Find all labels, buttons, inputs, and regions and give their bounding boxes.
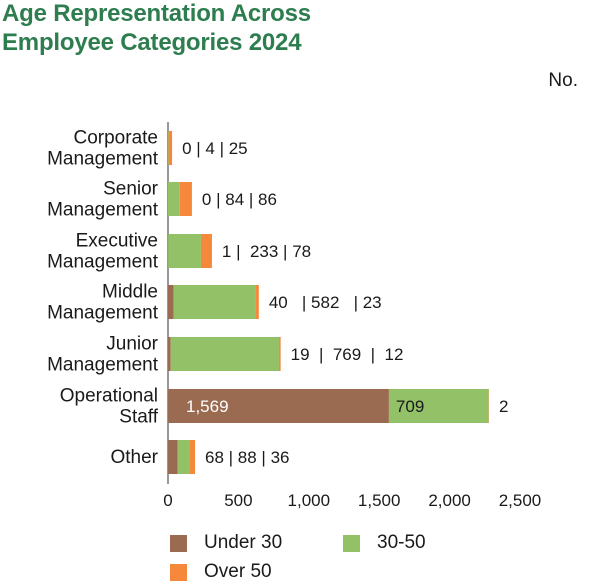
chart-title-line-2: Employee Categories 2024 xyxy=(2,29,302,56)
bar-under30 xyxy=(168,337,171,371)
x-tick-label: 500 xyxy=(224,491,252,510)
category-label: Management xyxy=(47,200,159,221)
data-label: 19 | 769 | 12 xyxy=(291,345,404,364)
chart-title-line-1: Age Representation Across xyxy=(2,0,311,27)
bar-over50 xyxy=(200,234,212,268)
data-label: 2 xyxy=(499,397,508,416)
legend-item-mid: 30-50 xyxy=(343,532,426,554)
category-label: Corporate xyxy=(74,128,159,149)
x-tick-label: 2,500 xyxy=(499,491,542,510)
category-label: Junior xyxy=(106,334,158,355)
bar-over50 xyxy=(189,440,196,474)
data-label: 0 | 84 | 86 xyxy=(202,190,277,209)
category-label: Senior xyxy=(103,179,159,200)
bar-over50 xyxy=(168,131,173,165)
legend-item-under30: Under 30 xyxy=(170,532,282,554)
bar-mid xyxy=(168,131,169,165)
category-label: Other xyxy=(110,447,158,468)
data-label: 1 | 233 | 78 xyxy=(222,242,311,261)
bar-over50 xyxy=(255,285,259,319)
legend-label: Under 30 xyxy=(204,532,283,553)
x-tick-label: 0 xyxy=(163,491,172,510)
legend-label: 30-50 xyxy=(377,532,426,553)
bar-mid xyxy=(388,389,489,423)
bar-over50 xyxy=(179,182,192,216)
bar-mid xyxy=(168,234,201,268)
x-tick-label: 1,000 xyxy=(288,491,331,510)
bar-under30 xyxy=(168,285,174,319)
legend-item-over50: Over 50 xyxy=(170,561,272,583)
bar-over50 xyxy=(278,337,281,371)
bar-mid xyxy=(170,337,279,371)
data-label: 0 | 4 | 25 xyxy=(182,139,248,158)
legend-label: Over 50 xyxy=(204,561,272,582)
bar-mid xyxy=(173,285,256,319)
bar-chart: 0 500 1,000 1,500 2,000 2,500CorporateManagem… xyxy=(47,122,542,510)
data-label: 40 | 582 | 23 xyxy=(269,293,382,312)
bar-mid xyxy=(168,182,180,216)
legend-swatch xyxy=(170,534,187,552)
legend-swatch xyxy=(170,563,187,581)
chart-title: Age Representation Across Employee Categ… xyxy=(2,0,311,57)
data-label: 68 | 88 | 36 xyxy=(205,448,289,467)
category-label: Management xyxy=(47,303,159,324)
category-label: Middle xyxy=(102,282,158,303)
category-label: Operational xyxy=(60,386,158,407)
data-label: 709 xyxy=(396,397,424,416)
data-label: 1,569 xyxy=(186,397,229,416)
bar-under30 xyxy=(168,389,389,423)
category-label: Management xyxy=(47,252,159,273)
category-label: Management xyxy=(47,149,159,170)
category-label: Staff xyxy=(119,407,158,428)
category-label: Executive xyxy=(76,231,158,252)
x-tick-label: 1,500 xyxy=(358,491,401,510)
x-tick-label: 2,000 xyxy=(428,491,471,510)
bar-mid xyxy=(177,440,190,474)
category-label: Management xyxy=(47,355,159,376)
legend-swatch xyxy=(343,534,360,552)
unit-label: No. xyxy=(548,70,578,91)
bar-under30 xyxy=(168,440,178,474)
